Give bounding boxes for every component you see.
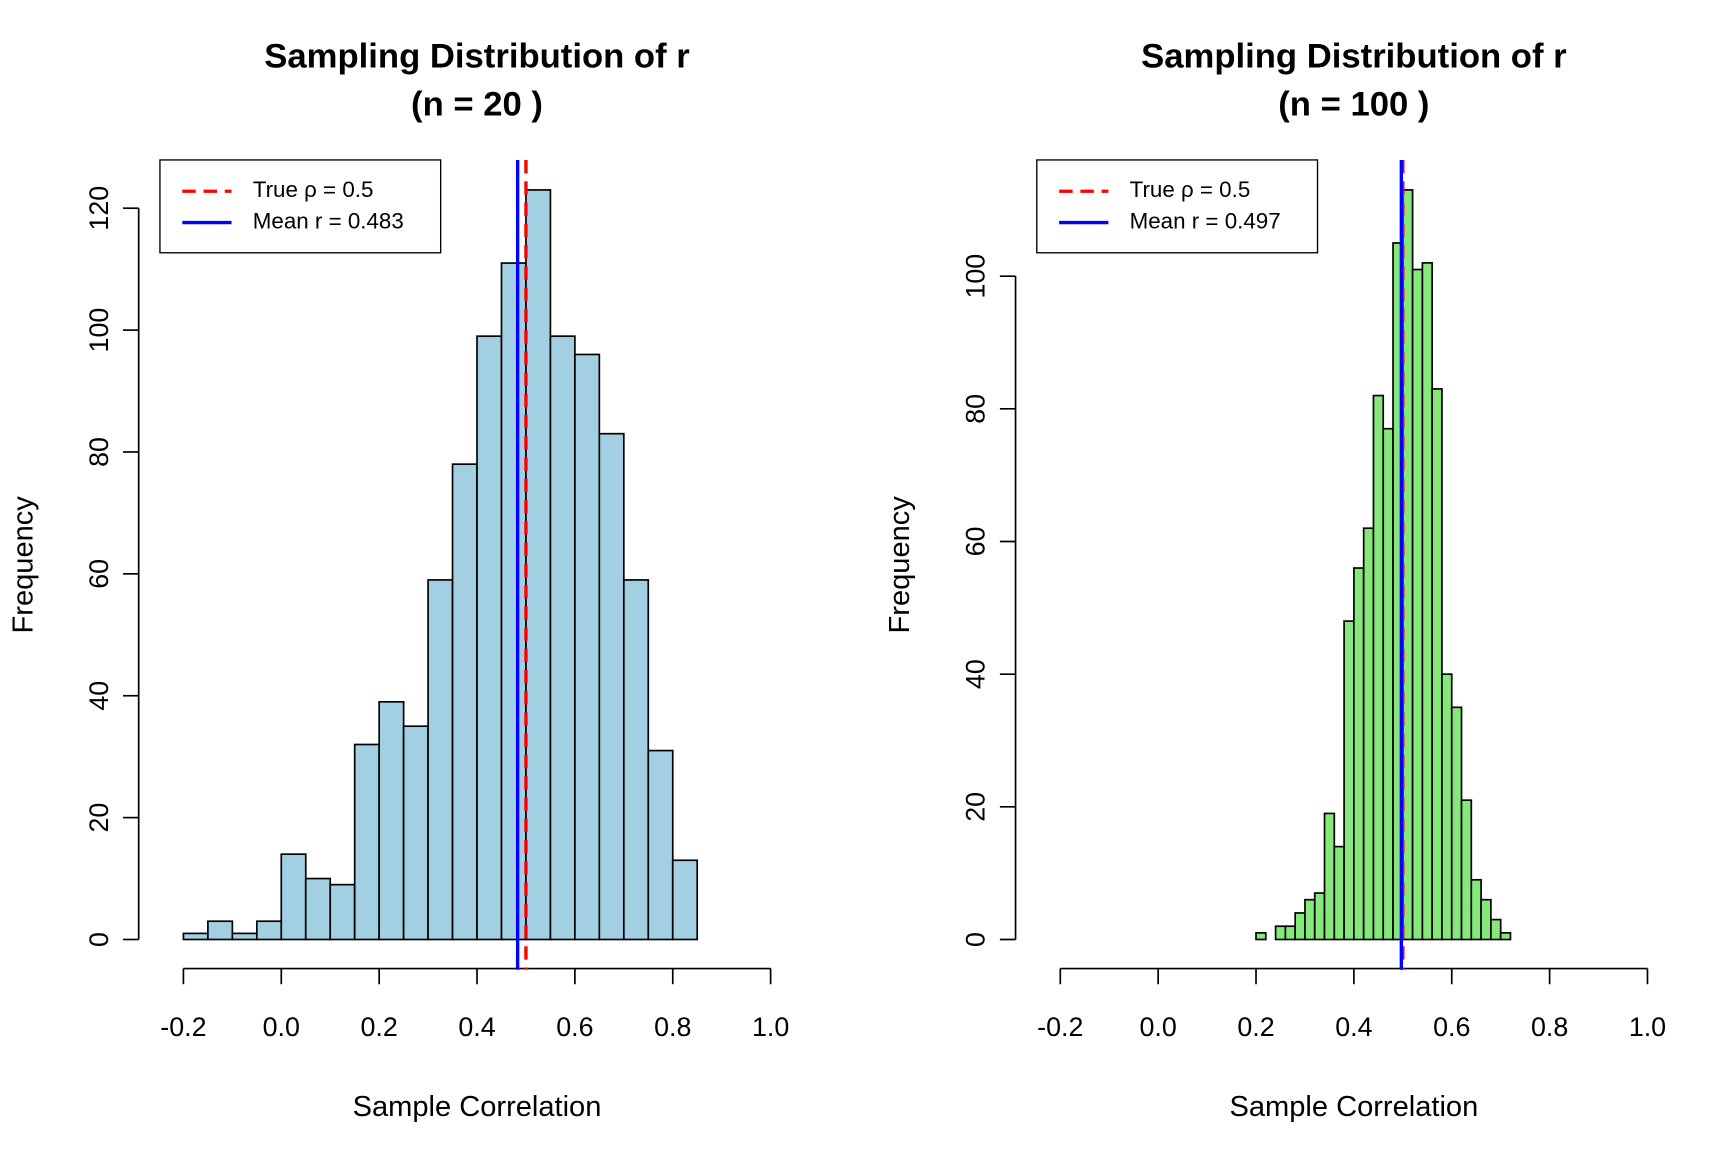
bar [427,579,454,941]
bar [1343,620,1355,941]
bar [574,353,601,941]
y-tick-label: 40 [84,681,114,711]
y-tick-label: 20 [84,803,114,833]
bar [280,853,307,941]
x-tick-label: 0.0 [263,1012,300,1042]
legend-label: True ρ = 0.5 [253,177,374,202]
y-axis-label: Frequency [7,496,39,634]
bar [622,579,650,941]
x-tick-label: -0.2 [160,1012,206,1042]
x-tick-label: 0.2 [361,1012,398,1042]
y-tick-label: 20 [961,792,991,822]
bar [1480,898,1492,941]
bar [1255,932,1267,941]
y-tick-label: 100 [84,308,114,353]
x-tick-label: 0.6 [556,1012,593,1042]
legend-label: True ρ = 0.5 [1130,177,1251,202]
bar [1490,918,1502,941]
x-tick-label: 0.0 [1140,1012,1177,1042]
y-tick-label: 80 [84,437,114,467]
x-tick-label: 1.0 [1629,1012,1666,1042]
bar [1411,268,1424,941]
bar [647,749,674,941]
bar [353,743,380,941]
bar [1382,427,1394,941]
bar [378,700,405,941]
bar [1450,706,1463,941]
bar [476,335,503,941]
bar [1353,567,1365,941]
bar [598,432,625,941]
bar [671,859,699,941]
bar [1284,925,1296,941]
bar [1304,898,1316,941]
y-tick-label: 60 [961,527,991,557]
y-tick-label: 100 [961,254,991,299]
bar [1372,394,1385,941]
bar [1333,845,1345,941]
bar [1460,799,1473,941]
bar [1313,892,1326,941]
bar [402,725,429,941]
x-tick-label: -0.2 [1037,1012,1083,1042]
bar [182,932,209,941]
bar [1441,673,1453,941]
y-axis-label: Frequency [884,496,916,634]
x-tick-label: 0.8 [654,1012,691,1042]
legend-box [159,159,442,254]
bar [1421,262,1434,941]
bar [329,883,356,941]
bar [500,262,527,941]
x-axis-label: Sample Correlation [353,1091,602,1123]
bar [1323,812,1336,941]
bar [1470,878,1482,941]
bar [1499,932,1512,941]
legend-label: Mean r = 0.497 [1130,208,1281,233]
y-tick-label: 0 [84,932,114,947]
x-tick-label: 1.0 [752,1012,789,1042]
bar [255,920,283,941]
bar [1431,388,1443,941]
legend-label: Mean r = 0.483 [253,208,404,233]
bar [231,932,258,941]
x-tick-label: 0.2 [1237,1012,1274,1042]
bar [1294,912,1306,941]
chart-title: Sampling Distribution of r [1141,37,1567,75]
y-tick-label: 60 [84,559,114,589]
y-tick-label: 40 [961,659,991,689]
chart-subtitle: (n = 100 ) [1278,85,1429,123]
x-axis-label: Sample Correlation [1229,1091,1478,1123]
bar [1274,925,1287,941]
chart-title: Sampling Distribution of r [264,37,689,75]
bar [525,189,552,941]
x-tick-label: 0.4 [458,1012,495,1042]
y-tick-label: 80 [961,394,991,424]
bar [1362,527,1375,941]
bar [549,335,576,941]
x-tick-label: 0.8 [1531,1012,1568,1042]
bar [451,463,478,941]
y-tick-label: 120 [84,186,114,231]
x-tick-label: 0.4 [1335,1012,1372,1042]
bar [207,920,234,941]
chart-subtitle: (n = 20 ) [411,85,543,123]
y-tick-label: 0 [961,932,991,947]
bar [304,877,332,941]
legend-box [1036,159,1319,254]
x-tick-label: 0.6 [1433,1012,1470,1042]
